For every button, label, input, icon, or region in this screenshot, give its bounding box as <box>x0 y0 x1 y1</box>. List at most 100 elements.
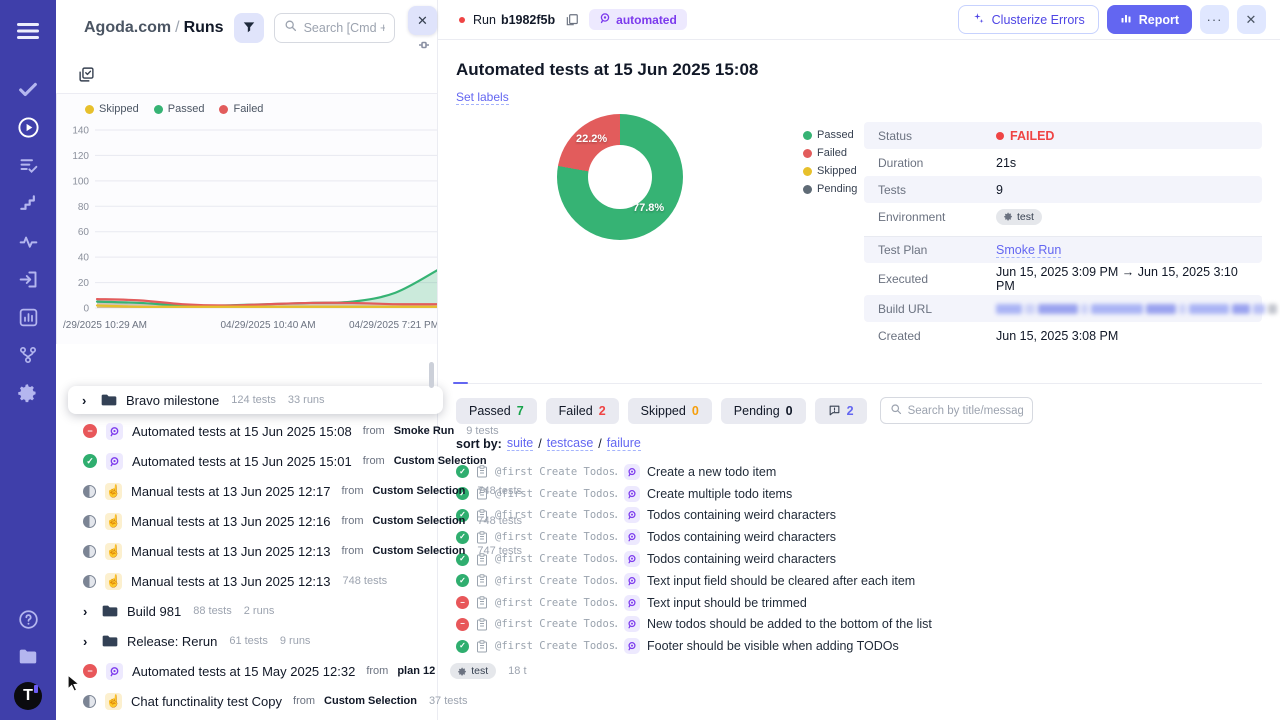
chevron-right-icon[interactable]: › <box>83 633 88 649</box>
chevron-right-icon[interactable]: › <box>83 603 88 619</box>
global-search <box>273 13 395 43</box>
steps-icon[interactable] <box>0 184 56 222</box>
clipboard-icon <box>476 618 488 631</box>
status-filter-pill[interactable]: Skipped 0 <box>627 397 712 424</box>
panel-close-button[interactable]: ✕ <box>408 6 437 35</box>
run-row[interactable]: ☝ Manual tests at 13 Jun 2025 12:16 from… <box>56 506 522 536</box>
run-details-table: Status FAILED Duration 21s Tests 9 Envir… <box>864 122 1277 356</box>
test-row[interactable]: ✓ @first Create Todos… Todos containing … <box>456 505 1262 527</box>
test-row[interactable]: ✓ @first Create Todos… Todos containing … <box>456 548 1262 570</box>
import-runs-icon[interactable] <box>0 260 56 298</box>
detail-tab[interactable] <box>453 368 468 384</box>
runs-play-icon[interactable] <box>0 108 56 146</box>
test-suite-path: @first Create Todos… <box>495 640 617 653</box>
sort-option[interactable]: suite <box>506 436 534 451</box>
sort-option[interactable]: testcase <box>546 436 594 451</box>
test-suite-path: @first Create Todos… <box>495 618 617 631</box>
analytics-icon[interactable] <box>0 298 56 336</box>
sort-separator: / <box>598 436 602 451</box>
select-all-icon[interactable] <box>78 66 95 83</box>
run-row[interactable]: ☝ Manual tests at 13 Jun 2025 12:13 748 … <box>56 566 437 596</box>
run-tests-count: 9 tests <box>466 425 499 437</box>
pin-icon[interactable] <box>418 37 430 55</box>
run-tests-count: 748 tests <box>477 485 523 497</box>
filter-button[interactable] <box>233 13 264 43</box>
legend-item: Failed <box>803 147 857 159</box>
run-detail-tabs <box>453 368 1262 384</box>
sort-option[interactable]: failure <box>606 436 641 451</box>
run-row[interactable]: ☝ Chat functinality test Copy from Custo… <box>56 686 467 716</box>
run-row[interactable]: ✓ Automated tests at 15 Jun 2025 15:01 f… <box>56 446 487 476</box>
run-row[interactable]: ☝ Manual tests at 13 Jun 2025 12:13 from… <box>56 536 522 566</box>
tests-check-icon[interactable] <box>0 70 56 108</box>
pulse-activity-icon[interactable] <box>0 222 56 260</box>
runs-type-tabs <box>56 56 437 94</box>
legend-item: Skipped <box>85 103 139 115</box>
run-from-name: Custom Selection <box>372 485 466 497</box>
test-row[interactable]: ✓ @first Create Todos… Todos containing … <box>456 526 1262 548</box>
help-icon[interactable] <box>0 600 56 638</box>
detail-label: Duration <box>878 155 924 170</box>
run-folder-row[interactable]: › Build 981 88 tests 2 runs <box>56 596 437 626</box>
failed-percent-label: 22.2% <box>576 133 608 145</box>
detail-label: Executed <box>878 272 929 286</box>
left-panel-scrollbar[interactable] <box>429 362 434 388</box>
test-status-icon: ✓ <box>456 574 469 588</box>
legend-dot <box>219 104 229 114</box>
set-labels-link[interactable]: Set labels <box>456 90 509 105</box>
test-status-icon: ✓ <box>456 465 469 479</box>
run-title: Manual tests at 13 Jun 2025 12:13 <box>131 573 331 589</box>
detail-row: Build URL <box>864 295 1277 322</box>
test-row[interactable]: ✓ @first Create Todos… Create a new todo… <box>456 461 1262 483</box>
run-row[interactable]: ☝ Manual tests at 13 Jun 2025 12:17 from… <box>56 476 522 506</box>
run-folder-row[interactable]: › Bravo milestone 124 tests 33 runs <box>68 386 443 414</box>
test-plan-link[interactable]: Smoke Run <box>996 242 1062 258</box>
search-icon <box>284 19 297 37</box>
detail-tab[interactable] <box>487 368 491 383</box>
detail-tab[interactable] <box>518 368 522 383</box>
hamburger-menu-icon[interactable] <box>0 12 56 50</box>
run-row[interactable]: − Automated tests at 15 May 2025 12:32 f… <box>56 656 527 686</box>
branches-icon[interactable] <box>0 336 56 374</box>
copy-run-id-button[interactable] <box>563 11 581 29</box>
test-plans-icon[interactable] <box>0 146 56 184</box>
testomat-logo[interactable]: T <box>14 682 42 710</box>
run-tests-count: 18 t <box>508 665 527 677</box>
test-status-icon: − <box>456 596 469 610</box>
test-row[interactable]: ✓ @first Create Todos… Footer should be … <box>456 635 1262 657</box>
run-from-label: from <box>341 485 364 497</box>
run-title-heading: Automated tests at 15 Jun 2025 15:08 <box>456 60 759 79</box>
clipboard-icon <box>476 640 488 653</box>
test-row[interactable]: ✓ @first Create Todos… Create multiple t… <box>456 483 1262 505</box>
close-run-button[interactable]: ✕ <box>1237 5 1266 34</box>
test-row[interactable]: − @first Create Todos… Text input should… <box>456 592 1262 614</box>
more-actions-button[interactable]: ··· <box>1200 5 1229 34</box>
run-kind-icon: ☝ <box>105 482 122 500</box>
mouse-cursor <box>66 673 81 698</box>
legend-item: Pending <box>803 183 857 195</box>
project-name[interactable]: Agoda.com <box>84 19 172 36</box>
run-folder-row[interactable]: › Release: Rerun 61 tests 9 runs <box>56 626 437 656</box>
test-title: Todos containing weird characters <box>647 552 836 567</box>
status-filter-pill[interactable]: Pending 0 <box>720 397 806 424</box>
comments-filter-pill[interactable]: 2 <box>814 397 867 424</box>
search-input[interactable] <box>303 21 385 35</box>
test-row[interactable]: ✓ @first Create Todos… Text input field … <box>456 570 1262 592</box>
report-button[interactable]: Report <box>1106 5 1192 34</box>
test-row[interactable]: − @first Create Todos… New todos should … <box>456 614 1262 636</box>
chevron-right-icon[interactable]: › <box>82 392 87 408</box>
detail-label: Tests <box>878 182 907 197</box>
status-filter-pill[interactable]: Passed 7 <box>456 397 537 424</box>
folder-tests-count: 61 tests <box>229 635 268 647</box>
automated-icon <box>624 463 640 480</box>
legend-dot <box>153 104 163 114</box>
projects-folder-icon[interactable] <box>0 638 56 676</box>
status-filter-pill[interactable]: Failed 2 <box>545 397 619 424</box>
clusterize-errors-button[interactable]: Clusterize Errors <box>957 5 1099 34</box>
run-row[interactable]: − Automated tests at 15 Jun 2025 15:08 f… <box>56 416 499 446</box>
settings-gear-icon[interactable] <box>0 374 56 412</box>
tests-search-input[interactable] <box>907 404 1023 417</box>
run-env-badge: test <box>450 663 497 679</box>
svg-text:20: 20 <box>78 278 90 289</box>
